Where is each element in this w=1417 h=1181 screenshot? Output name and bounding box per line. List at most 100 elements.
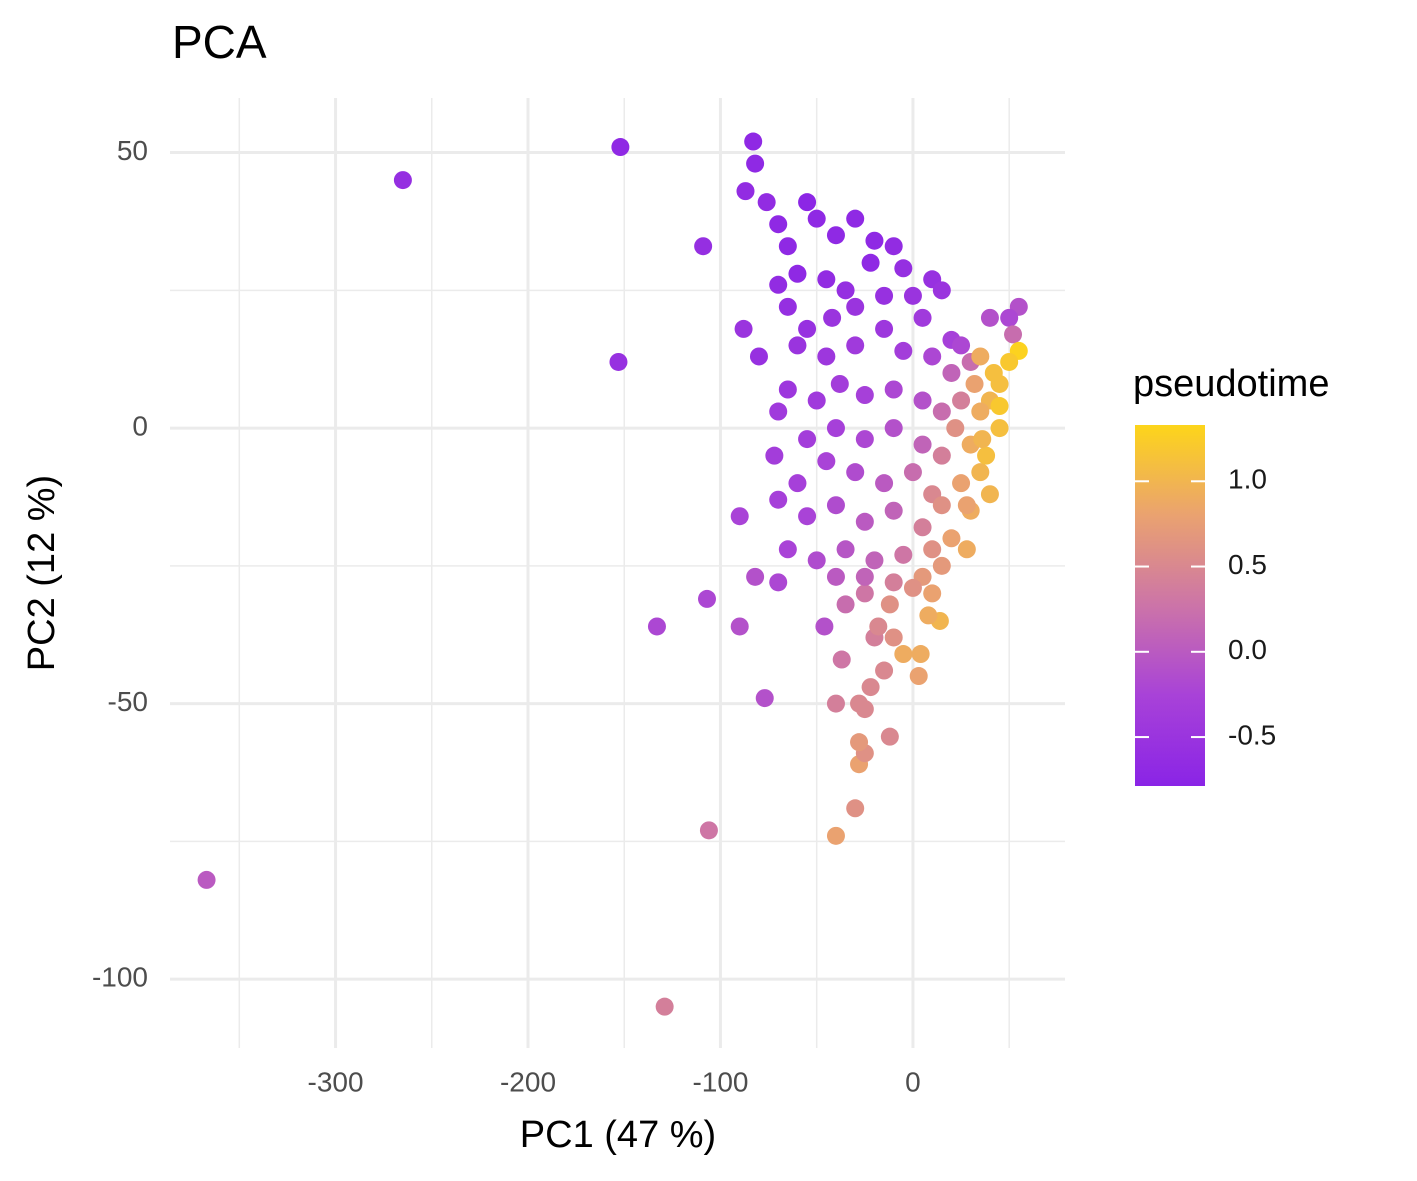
point bbox=[817, 347, 836, 366]
point bbox=[990, 419, 1009, 438]
point bbox=[788, 336, 807, 355]
point bbox=[919, 606, 938, 625]
point bbox=[965, 374, 984, 393]
point bbox=[826, 694, 845, 713]
point bbox=[609, 352, 628, 371]
point bbox=[973, 430, 992, 449]
point bbox=[734, 319, 753, 338]
point bbox=[913, 308, 932, 327]
x-axis-label: PC1 (47 %) bbox=[520, 1114, 716, 1156]
point bbox=[699, 821, 718, 840]
point bbox=[778, 237, 797, 256]
point bbox=[952, 336, 971, 355]
point bbox=[769, 215, 788, 234]
point bbox=[894, 645, 913, 664]
point bbox=[698, 589, 716, 608]
point bbox=[952, 391, 971, 410]
point bbox=[957, 540, 976, 559]
point bbox=[746, 567, 765, 586]
point bbox=[990, 397, 1009, 416]
point bbox=[836, 595, 855, 614]
point bbox=[846, 209, 865, 228]
point bbox=[746, 154, 765, 173]
point bbox=[932, 281, 951, 300]
point bbox=[923, 347, 942, 366]
point bbox=[850, 733, 869, 752]
point bbox=[884, 237, 903, 256]
point bbox=[903, 463, 922, 482]
point bbox=[865, 231, 884, 250]
point bbox=[826, 567, 845, 586]
point bbox=[826, 226, 845, 245]
point bbox=[971, 402, 990, 421]
point bbox=[769, 490, 788, 509]
point bbox=[736, 182, 755, 201]
point bbox=[911, 645, 930, 664]
colorbar bbox=[1135, 425, 1205, 786]
point bbox=[957, 496, 976, 515]
y-tick-label: -100 bbox=[92, 962, 148, 993]
point bbox=[798, 319, 817, 338]
point bbox=[942, 363, 961, 382]
x-tick-label: -200 bbox=[500, 1066, 556, 1097]
point bbox=[730, 617, 749, 636]
point bbox=[932, 496, 951, 515]
point bbox=[832, 650, 851, 669]
point bbox=[846, 336, 865, 355]
point bbox=[884, 380, 903, 399]
colorbar-tick-label: 1.0 bbox=[1228, 464, 1267, 495]
point bbox=[798, 430, 817, 449]
point bbox=[836, 281, 855, 300]
point bbox=[197, 870, 216, 889]
point bbox=[923, 584, 942, 603]
point bbox=[655, 997, 674, 1016]
point bbox=[846, 799, 865, 818]
point bbox=[971, 463, 990, 482]
y-axis-label: PC2 (12 %) bbox=[21, 475, 63, 671]
point bbox=[923, 540, 942, 559]
point bbox=[647, 617, 666, 636]
point bbox=[875, 661, 894, 680]
x-tick-label: 0 bbox=[905, 1066, 921, 1097]
point bbox=[823, 308, 842, 327]
point bbox=[913, 391, 932, 410]
point bbox=[932, 402, 951, 421]
point bbox=[778, 540, 797, 559]
point bbox=[788, 474, 807, 493]
point bbox=[865, 551, 884, 570]
x-tick-label: -100 bbox=[692, 1066, 748, 1097]
point bbox=[817, 452, 836, 471]
grid bbox=[170, 98, 1065, 1048]
point bbox=[826, 419, 845, 438]
point bbox=[980, 485, 999, 504]
point bbox=[815, 617, 834, 636]
point bbox=[744, 132, 763, 151]
point bbox=[807, 209, 826, 228]
point bbox=[807, 391, 826, 410]
point bbox=[884, 628, 903, 647]
point bbox=[830, 374, 849, 393]
point bbox=[1000, 308, 1019, 327]
point bbox=[942, 529, 961, 548]
point bbox=[880, 727, 899, 746]
point bbox=[788, 264, 807, 283]
point bbox=[894, 259, 913, 278]
point bbox=[826, 496, 845, 515]
point bbox=[855, 584, 874, 603]
point bbox=[875, 474, 894, 493]
point bbox=[757, 193, 776, 212]
point bbox=[1000, 352, 1019, 371]
point bbox=[855, 430, 874, 449]
point bbox=[952, 474, 971, 493]
point bbox=[909, 667, 928, 686]
colorbar-tick-label: -0.5 bbox=[1228, 719, 1276, 750]
point bbox=[884, 501, 903, 520]
point bbox=[1004, 325, 1023, 344]
point bbox=[694, 237, 713, 256]
point bbox=[894, 341, 913, 360]
x-tick-label: -300 bbox=[308, 1066, 364, 1097]
y-tick-label: 0 bbox=[132, 410, 148, 441]
y-tick-label: 50 bbox=[117, 135, 148, 166]
point bbox=[875, 319, 894, 338]
